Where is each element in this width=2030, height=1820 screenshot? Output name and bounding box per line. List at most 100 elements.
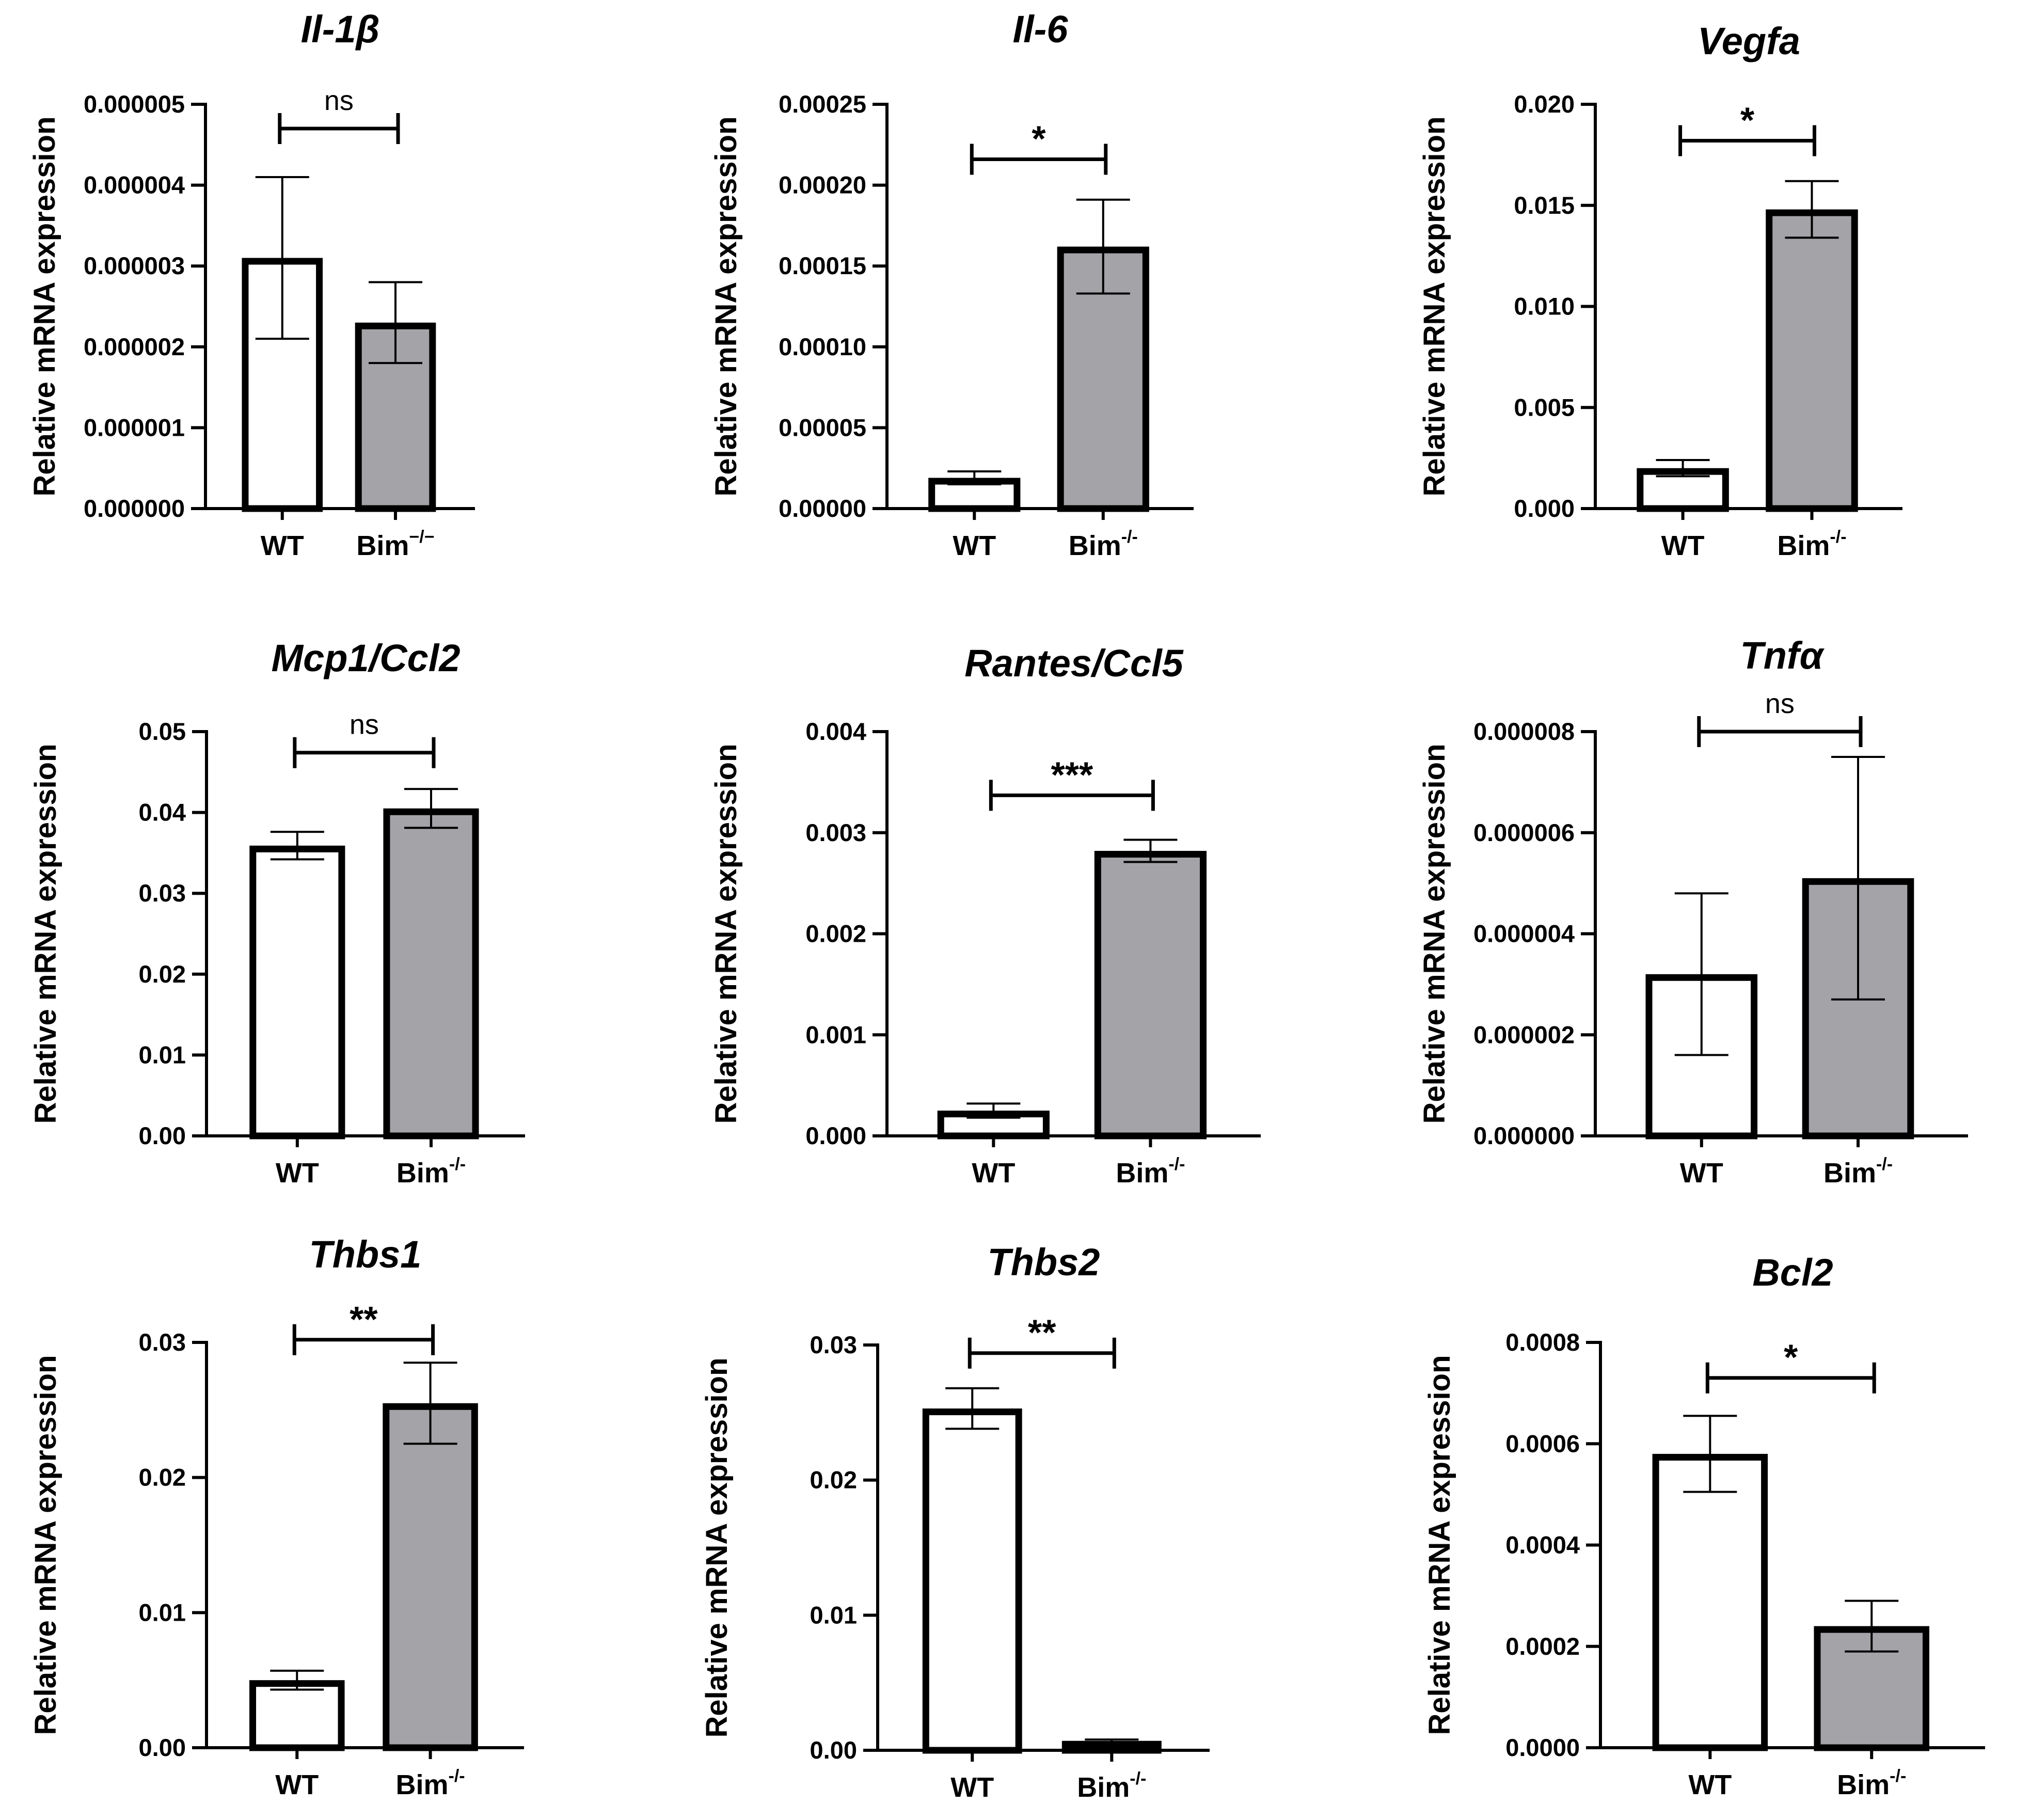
- bar-bim: [383, 1403, 478, 1751]
- bar-wt: [922, 1408, 1022, 1754]
- x-tick-label: WT: [276, 1158, 319, 1189]
- bar-bim: [1061, 1740, 1162, 1754]
- y-tick-label: 0.005: [1514, 393, 1575, 421]
- x-tick-label: Bim-/-: [396, 1766, 465, 1800]
- chart-title: Mcp1/Ccl2: [271, 637, 460, 679]
- y-tick-label: 0.000000: [84, 495, 185, 522]
- y-tick-label: 0.00020: [779, 171, 866, 199]
- chart-panel-9: Bcl2 Relative mRNA expression 0.0000 0.0002…: [1423, 1251, 1985, 1800]
- x-tick-label: Bim-/-: [397, 1154, 466, 1189]
- significance-label: ns: [324, 85, 354, 116]
- chart-panel-7: Thbs1 Relative mRNA expression 0.00 0.01 0.0…: [29, 1233, 524, 1800]
- x-tick-label: WT: [261, 530, 304, 561]
- category-name: WT: [261, 530, 304, 561]
- y-axis-label: Relative mRNA expression: [1418, 116, 1451, 496]
- x-tick-label: WT: [1661, 530, 1705, 561]
- x-tick-label: WT: [1680, 1158, 1723, 1189]
- category-superscript: -/-: [1876, 1154, 1893, 1174]
- y-tick-label: 0.000000: [1473, 1122, 1575, 1149]
- category-name: Bim: [1069, 530, 1121, 561]
- bar-wt: [1645, 974, 1758, 1140]
- y-tick-label: 0.000: [805, 1122, 866, 1149]
- y-tick-label: 0.00: [139, 1122, 186, 1149]
- y-tick-label: 0.00005: [779, 414, 866, 441]
- category-name: Bim: [1837, 1769, 1890, 1800]
- y-tick-label: 0.004: [805, 718, 866, 745]
- y-tick-label: 0.000004: [1473, 920, 1575, 947]
- y-tick-label: 0.000: [1514, 495, 1575, 522]
- y-tick-label: 0.000005: [84, 90, 185, 118]
- y-tick-label: 0.04: [139, 799, 186, 826]
- x-tick-label: Bim-/-: [1077, 1769, 1146, 1803]
- chart-title: Thbs2: [988, 1241, 1100, 1284]
- y-axis-label: Relative mRNA expression: [29, 743, 62, 1123]
- y-tick-label: 0.0002: [1505, 1633, 1580, 1660]
- category-superscript: -/-: [449, 1766, 465, 1786]
- x-tick-label: WT: [1688, 1769, 1732, 1800]
- y-axis-label: Relative mRNA expression: [709, 116, 743, 496]
- x-tick-label: Bim-/-: [1116, 1154, 1185, 1189]
- category-name: Bim: [397, 1158, 449, 1189]
- chart-title: Bcl2: [1752, 1251, 1833, 1294]
- significance-label: ns: [1765, 688, 1795, 719]
- y-tick-label: 0.015: [1514, 192, 1575, 219]
- y-tick-label: 0.000001: [84, 414, 185, 441]
- y-tick-label: 0.01: [810, 1601, 857, 1628]
- chart-title: Il-1β: [301, 8, 380, 51]
- category-name: WT: [1688, 1769, 1732, 1800]
- chart-panel-6: Tnfα Relative mRNA expression 0.000000 0.00…: [1418, 634, 1968, 1189]
- category-name: Bim: [396, 1769, 449, 1800]
- x-tick-label: WT: [953, 530, 996, 561]
- y-tick-label: 0.000002: [84, 333, 185, 360]
- category-name: WT: [276, 1158, 319, 1189]
- category-superscript: -/-: [1130, 1769, 1146, 1789]
- y-tick-label: 0.001: [805, 1021, 866, 1048]
- bar-wt: [249, 845, 345, 1140]
- y-axis-label: Relative mRNA expression: [1423, 1355, 1456, 1735]
- y-tick-label: 0.00000: [779, 495, 866, 522]
- category-name: WT: [953, 530, 996, 561]
- y-tick-label: 0.0008: [1505, 1328, 1580, 1356]
- significance-label: **: [350, 1299, 378, 1339]
- y-tick-label: 0.02: [810, 1466, 857, 1494]
- y-tick-label: 0.00: [810, 1736, 857, 1764]
- y-tick-label: 0.00010: [779, 333, 866, 360]
- x-tick-label: Bim−/−: [356, 527, 434, 561]
- category-superscript: -/-: [1121, 527, 1138, 547]
- category-name: Bim: [1077, 1772, 1130, 1803]
- y-tick-label: 0.02: [139, 1464, 186, 1491]
- chart-title: Tnfα: [1740, 634, 1825, 677]
- y-tick-label: 0.002: [805, 920, 866, 947]
- y-tick-label: 0.00: [139, 1734, 186, 1761]
- y-tick-label: 0.01: [139, 1041, 186, 1068]
- y-tick-label: 0.000006: [1473, 819, 1575, 846]
- chart-title: Il-6: [1013, 8, 1069, 51]
- y-axis-label: Relative mRNA expression: [28, 116, 61, 496]
- chart-panel-8: Thbs2 Relative mRNA expression 0.00 0.01 0.0…: [700, 1241, 1210, 1803]
- y-tick-label: 0.03: [810, 1331, 857, 1358]
- chart-panel-3: Vegfa Relative mRNA expression 0.000 0.005 0…: [1418, 20, 1902, 561]
- y-axis-label: Relative mRNA expression: [1418, 743, 1451, 1123]
- y-axis-label: Relative mRNA expression: [700, 1357, 734, 1737]
- significance-label: *: [1740, 100, 1755, 140]
- chart-panel-5: Rantes/Ccl5 Relative mRNA expression 0.000…: [709, 642, 1261, 1189]
- y-tick-label: 0.00015: [779, 252, 866, 279]
- category-name: WT: [275, 1769, 319, 1800]
- bar-bim: [1094, 850, 1207, 1140]
- y-tick-label: 0.02: [139, 960, 186, 988]
- y-tick-label: 0.000003: [84, 252, 185, 279]
- y-tick-label: 0.000002: [1473, 1021, 1575, 1048]
- x-tick-label: Bim-/-: [1837, 1766, 1906, 1800]
- y-tick-label: 0.01: [139, 1599, 186, 1626]
- y-tick-label: 0.03: [139, 879, 186, 907]
- bar-bim: [383, 808, 479, 1140]
- category-name: WT: [1680, 1158, 1723, 1189]
- x-tick-label: WT: [275, 1769, 319, 1800]
- bar-wt: [1652, 1453, 1768, 1751]
- category-superscript: -/-: [449, 1154, 466, 1174]
- y-tick-label: 0.000008: [1473, 718, 1575, 745]
- significance-label: *: [1032, 118, 1046, 159]
- category-name: WT: [1661, 530, 1705, 561]
- category-name: Bim: [1777, 530, 1830, 561]
- y-tick-label: 0.00025: [779, 90, 866, 118]
